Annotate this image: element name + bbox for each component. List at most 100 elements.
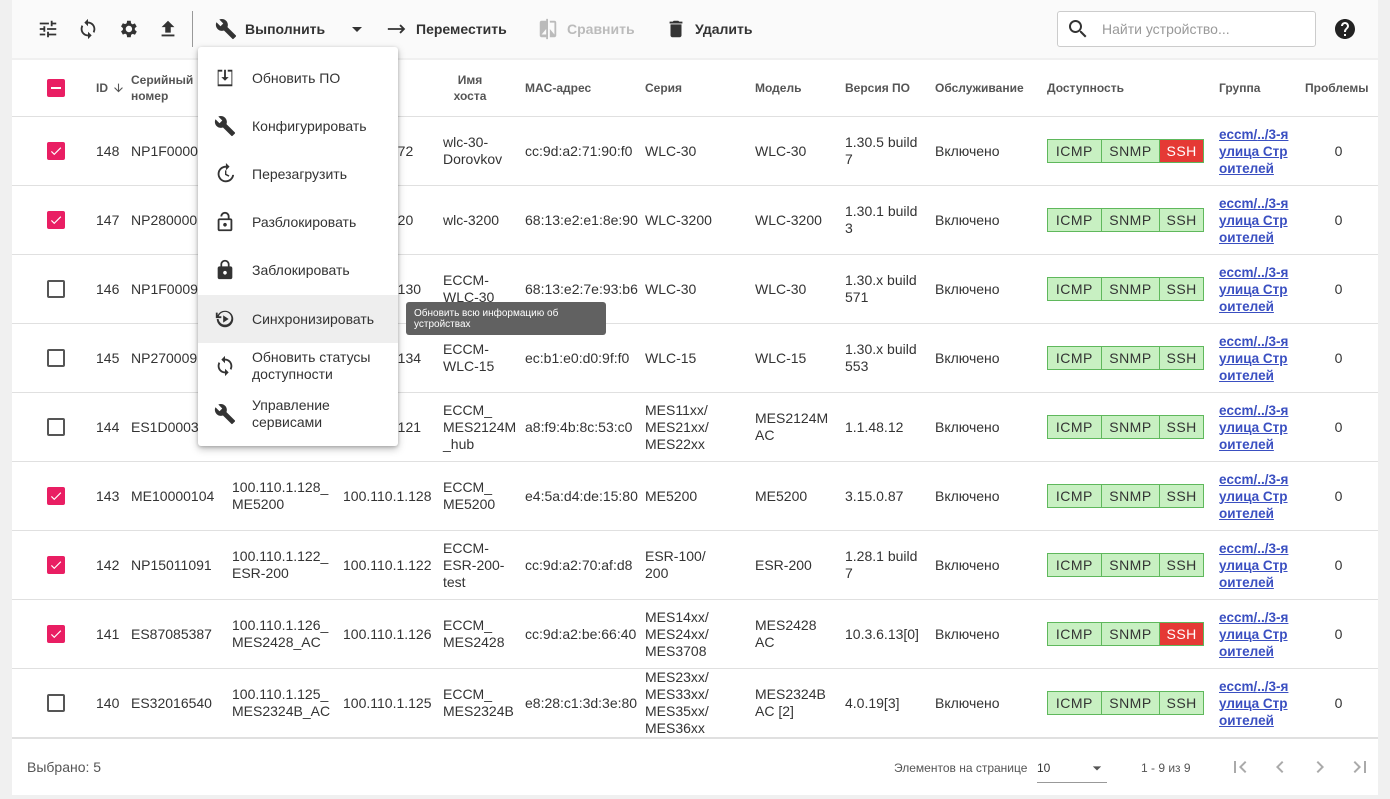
search-box[interactable]: Найти устройство...: [1057, 11, 1316, 47]
id-cell: 142: [96, 556, 120, 573]
compare-icon: [539, 18, 557, 40]
availability-ok: SSH: [1160, 692, 1203, 714]
row-checkbox[interactable]: [47, 280, 65, 298]
refresh-button[interactable]: [77, 18, 99, 40]
menu-item[interactable]: Заблокировать: [198, 246, 398, 294]
availability-badge: ICMP SNMP SSH: [1047, 622, 1204, 646]
mac-cell: ec:b1:e0:d0:9f:f0: [525, 349, 630, 366]
series-cell: WLC-30: [645, 280, 697, 297]
availability-ok: ICMP: [1048, 623, 1102, 645]
name-cell: 100.110.1.122_ESR-200: [232, 548, 329, 581]
host-cell: ECCM-ESR-200-test: [443, 539, 505, 590]
host-cell: wlc-30-Dorovkov: [443, 134, 503, 167]
row-checkbox[interactable]: [47, 142, 65, 160]
per-page-value: 10: [1037, 760, 1051, 775]
menu-item[interactable]: Перезагрузить: [198, 150, 398, 198]
filter-button[interactable]: [37, 18, 59, 40]
header-id[interactable]: ID: [86, 80, 131, 96]
availability-ok: ICMP: [1048, 278, 1102, 300]
settings-button[interactable]: [117, 18, 139, 40]
availability-ok: ICMP: [1048, 485, 1102, 507]
group-link[interactable]: eccm/../3-я улица Строителей: [1219, 126, 1289, 176]
serial-cell: ES1D0003: [131, 418, 199, 435]
service-cell: Включено: [935, 487, 1000, 504]
select-all-checkbox[interactable]: [47, 79, 65, 97]
delete-button[interactable]: Удалить: [665, 0, 752, 58]
menu-icon: [217, 259, 233, 280]
group-link[interactable]: eccm/../3-я улица Строителей: [1219, 195, 1289, 245]
service-cell: Включено: [935, 625, 1000, 642]
availability-badge: ICMP SNMP SSH: [1047, 691, 1204, 715]
group-cell: eccm/../3-я улица Строителей: [1219, 471, 1305, 522]
menu-item[interactable]: Обновить ПО: [198, 54, 398, 102]
checkbox-cell: [12, 487, 86, 505]
group-link[interactable]: eccm/../3-я улица Строителей: [1219, 609, 1289, 659]
menu-item[interactable]: Управление сервисами: [198, 390, 398, 438]
move-label: Переместить: [416, 21, 507, 37]
group-link[interactable]: eccm/../3-я улица Строителей: [1219, 402, 1289, 452]
series-cell: WLC-3200: [645, 211, 712, 228]
mac-cell: 68:13:e2:e1:8e:90: [525, 211, 638, 228]
row-checkbox[interactable]: [47, 211, 65, 229]
version-cell: 1.28.1 build 7: [845, 548, 918, 581]
group-link[interactable]: eccm/../3-я улица Строителей: [1219, 264, 1289, 314]
menu-icon: [217, 355, 233, 377]
checkbox-cell: [12, 418, 86, 436]
menu-item[interactable]: Разблокировать: [198, 198, 398, 246]
checkbox-cell: [12, 625, 86, 643]
per-page-select[interactable]: 10: [1037, 753, 1107, 783]
header-mac: MAC-адрес: [525, 81, 592, 95]
table-row: 142 NP15011091 100.110.1.122_ESR-200 100.11…: [12, 531, 1378, 600]
mac-cell: e8:28:c1:3d:3e:80: [525, 694, 638, 711]
ip-cell: 100.110.1.125: [343, 694, 432, 711]
service-cell: Включено: [935, 211, 1000, 228]
availability-cell: ICMP SNMP SSH: [1047, 208, 1219, 232]
menu-label: Обновить ПО: [252, 69, 341, 86]
host-cell: ECCM_MES2324B: [443, 686, 514, 719]
search-placeholder: Найти устройство...: [1102, 21, 1230, 37]
version-cell: 1.30.1 build 3: [845, 203, 918, 236]
mac-cell: a8:f9:4b:8c:53:c0: [525, 418, 633, 435]
menu-item[interactable]: Обновить статусы доступности: [198, 342, 398, 390]
upload-button[interactable]: [157, 18, 179, 40]
row-checkbox[interactable]: [47, 418, 65, 436]
availability-ok: ICMP: [1048, 416, 1102, 438]
group-link[interactable]: eccm/../3-я улица Строителей: [1219, 333, 1289, 383]
serial-cell: NP1F0000: [131, 142, 198, 159]
page-range: 1 - 9 из 9: [1141, 761, 1191, 775]
version-cell: 1.30.5 build 7: [845, 134, 918, 167]
availability-badge: ICMP SNMP SSH: [1047, 208, 1204, 232]
search-icon: [1069, 20, 1087, 38]
availability-ok: SNMP: [1101, 278, 1161, 300]
availability-ok: SSH: [1160, 554, 1203, 576]
host-cell: ECCM_MES2428: [443, 617, 505, 650]
id-cell: 148: [96, 142, 120, 159]
help-button[interactable]: [1333, 17, 1357, 41]
check-mark: [50, 216, 62, 225]
move-button[interactable]: Переместить: [386, 0, 507, 58]
host-cell: ECCM_ME5200: [443, 479, 496, 512]
group-link[interactable]: eccm/../3-я улица Строителей: [1219, 540, 1289, 590]
header-problems: Проблемы: [1305, 81, 1369, 95]
availability-ok: ICMP: [1048, 209, 1102, 231]
checkbox-cell: [12, 142, 86, 160]
series-cell: WLC-15: [645, 349, 697, 366]
first-page: [1234, 761, 1247, 773]
check-mark: [50, 630, 62, 639]
group-link[interactable]: eccm/../3-я улица Строителей: [1219, 678, 1289, 728]
availability-cell: ICMP SNMP SSH: [1047, 691, 1219, 715]
service-cell: Включено: [935, 556, 1000, 573]
group-link[interactable]: eccm/../3-я улица Строителей: [1219, 471, 1289, 521]
row-checkbox[interactable]: [47, 556, 65, 574]
menu-item[interactable]: Конфигурировать: [198, 102, 398, 150]
menu-item[interactable]: Синхронизировать: [198, 295, 398, 343]
version-cell: 1.30.x build 553: [845, 341, 917, 374]
availability-ok: SNMP: [1101, 692, 1161, 714]
availability-ok: ICMP: [1048, 692, 1102, 714]
execute-button[interactable]: Выполнить: [215, 0, 369, 58]
row-checkbox[interactable]: [47, 487, 65, 505]
row-checkbox[interactable]: [47, 625, 65, 643]
row-checkbox[interactable]: [47, 694, 65, 712]
row-checkbox[interactable]: [47, 349, 65, 367]
mac-cell: cc:9d:a2:be:66:40: [525, 625, 637, 642]
